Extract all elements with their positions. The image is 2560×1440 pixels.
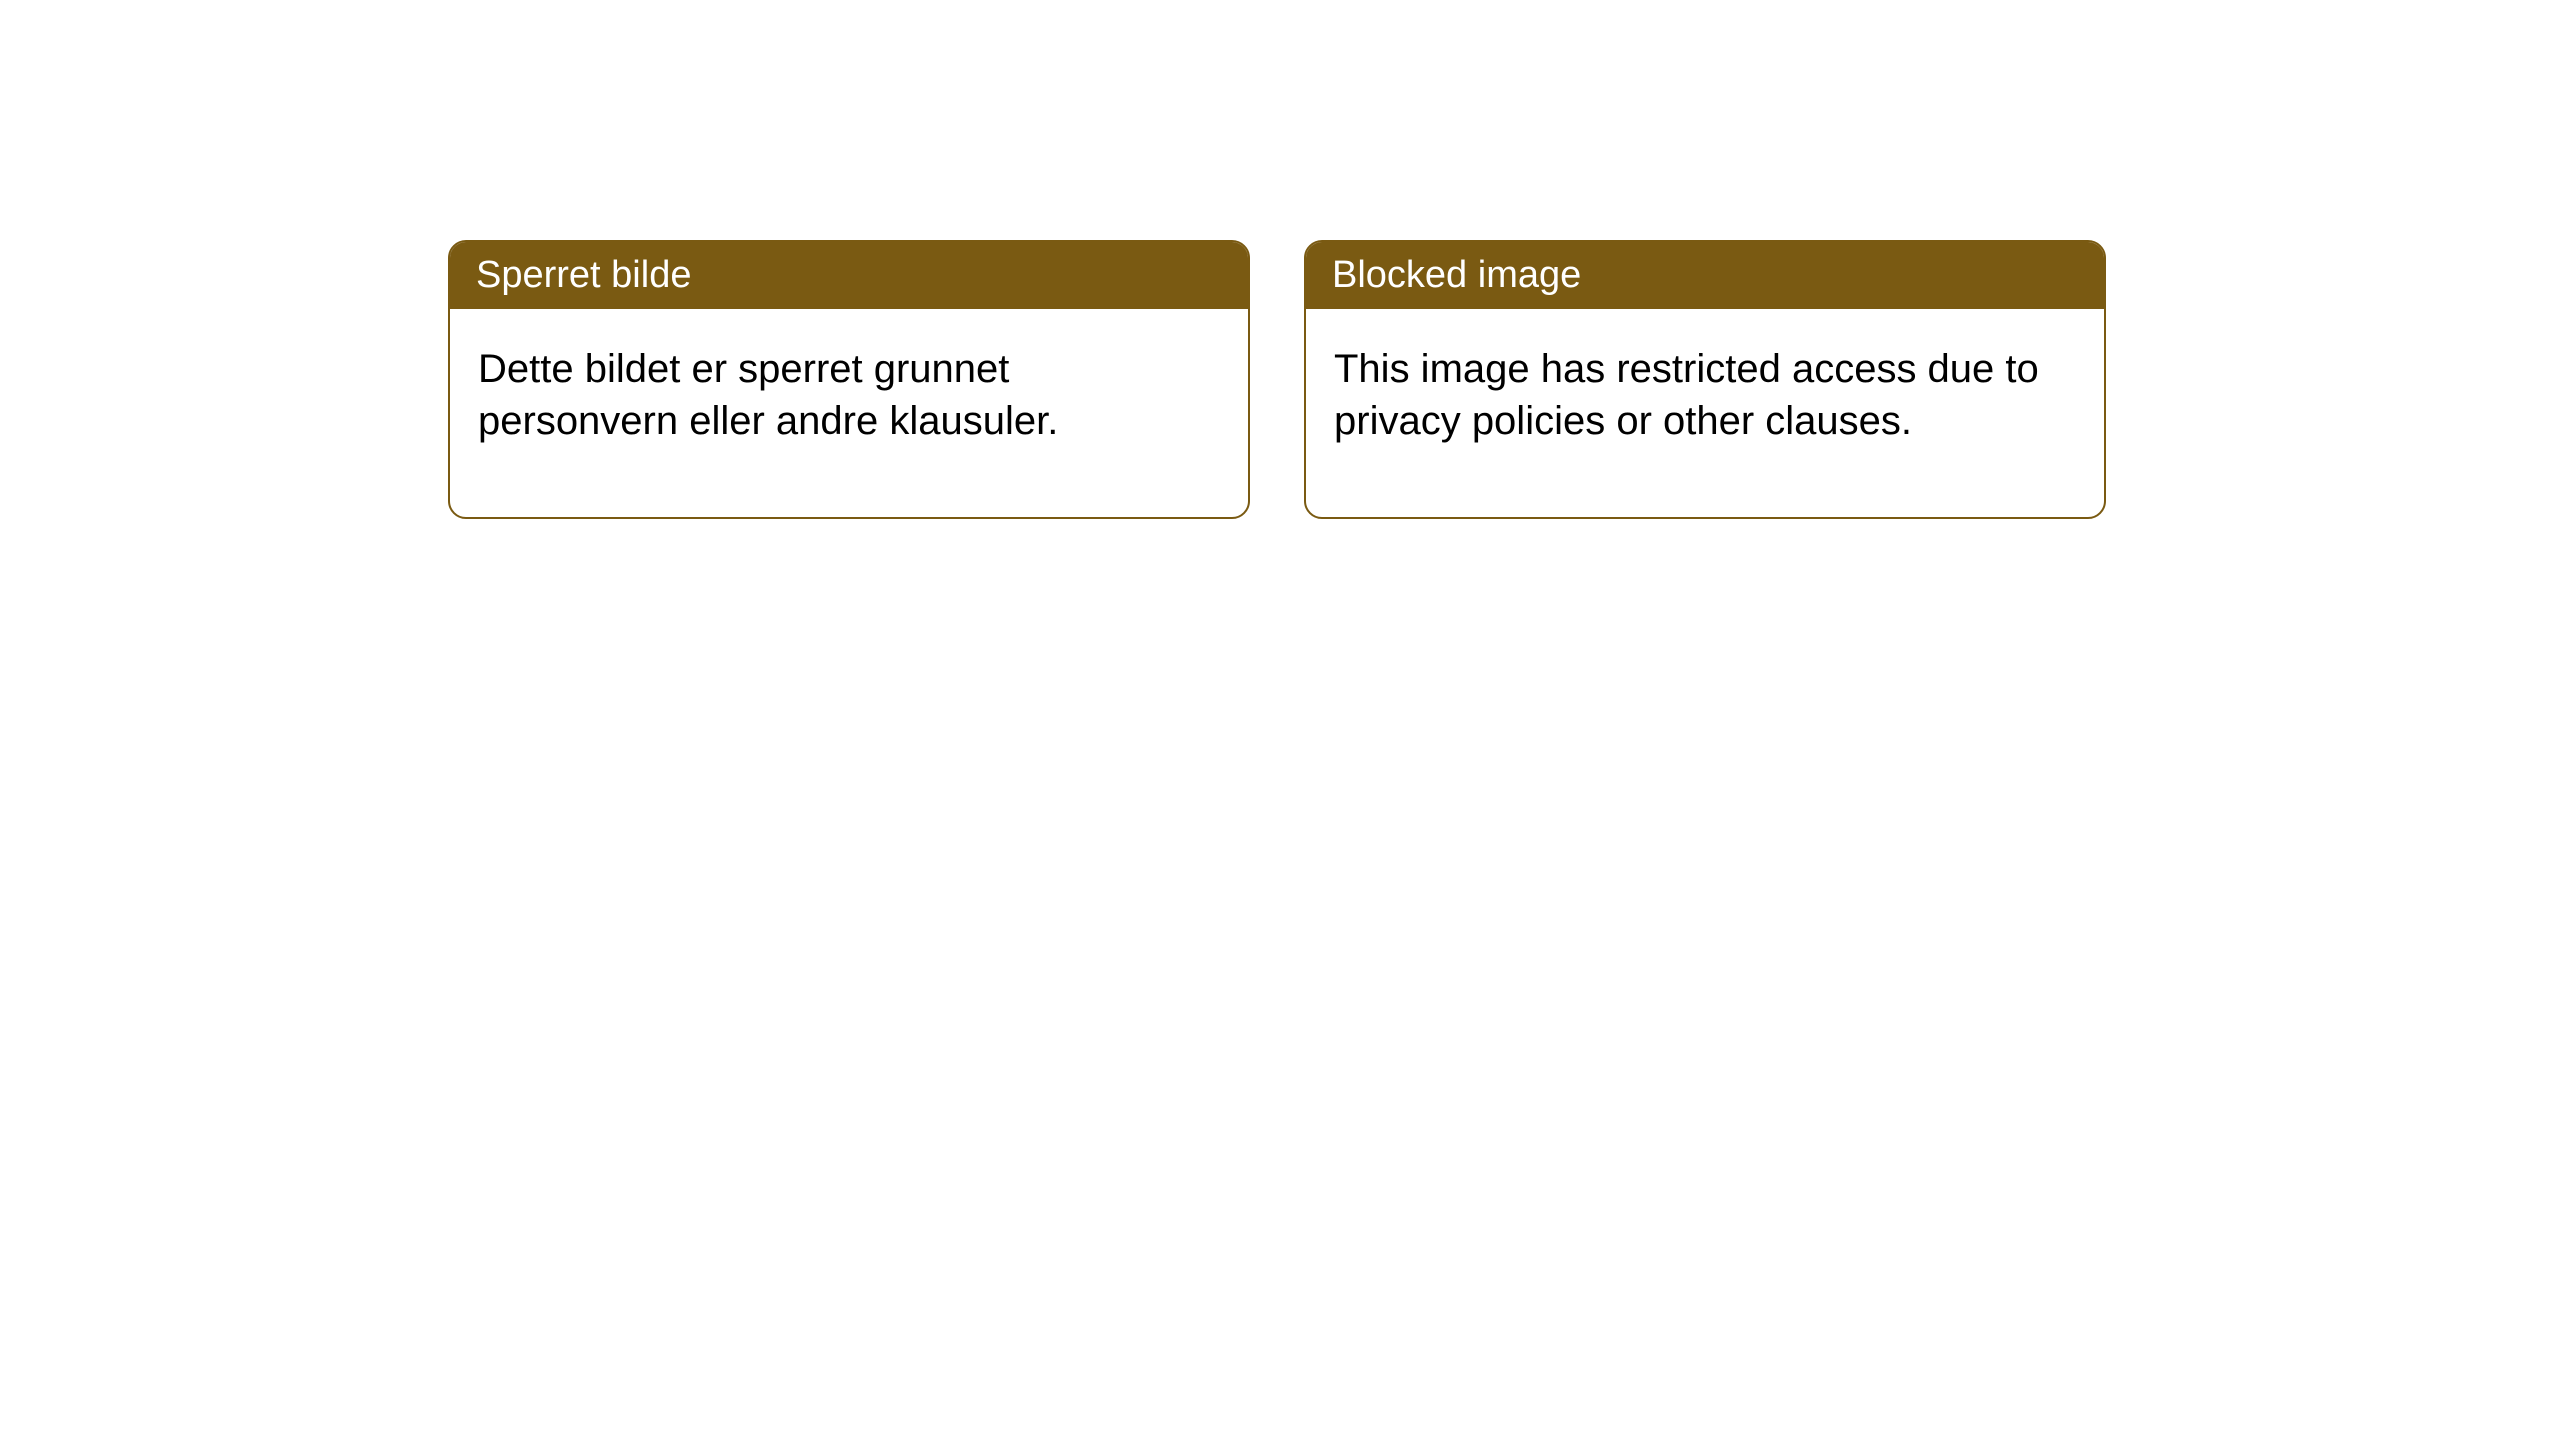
notice-card-norwegian: Sperret bilde Dette bildet er sperret gr… — [448, 240, 1250, 519]
notice-card-header: Sperret bilde — [450, 242, 1248, 309]
notice-card-english: Blocked image This image has restricted … — [1304, 240, 2106, 519]
notice-cards-container: Sperret bilde Dette bildet er sperret gr… — [448, 240, 2106, 519]
notice-card-body: Dette bildet er sperret grunnet personve… — [450, 309, 1248, 517]
notice-card-header: Blocked image — [1306, 242, 2104, 309]
notice-card-body: This image has restricted access due to … — [1306, 309, 2104, 517]
